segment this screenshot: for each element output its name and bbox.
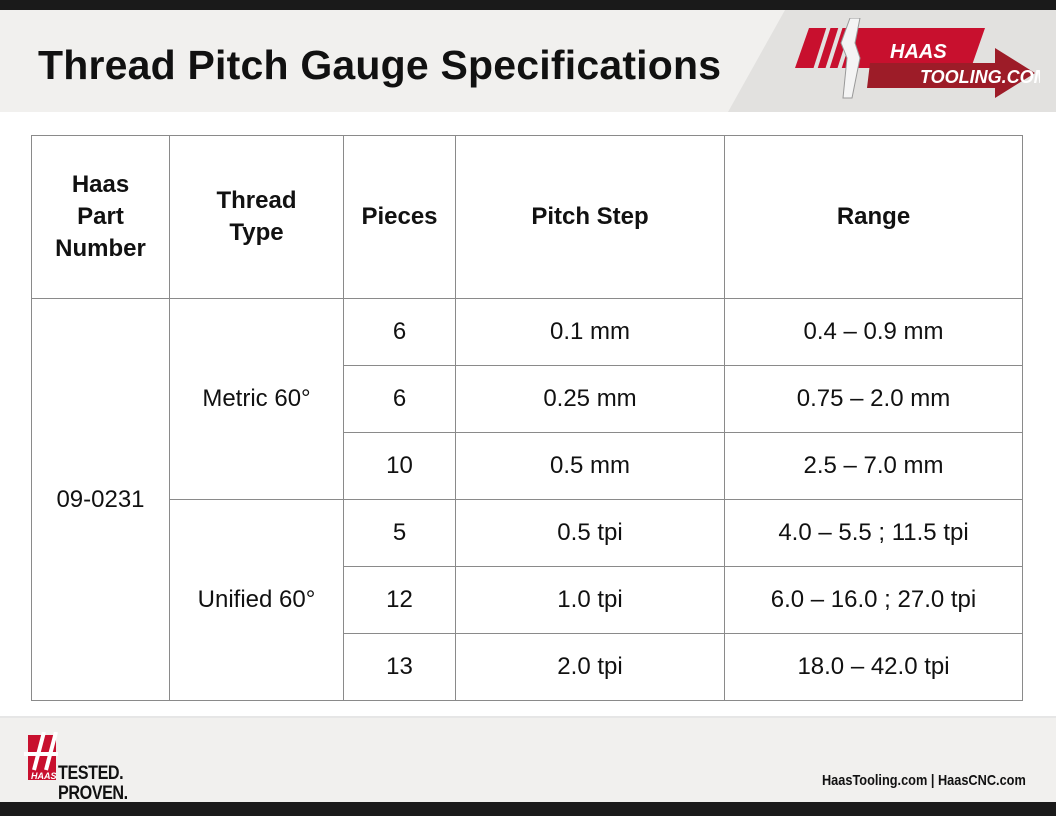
svg-text:HAAS: HAAS [31, 771, 57, 781]
pitch-step-cell: 0.1 mm [455, 298, 725, 366]
footer: HAAS TESTED. PROVEN. HaasTooling.com | H… [0, 716, 1056, 804]
table-row: 6 0.25 mm 0.75 – 2.0 mm [32, 365, 1023, 433]
pieces-cell: 13 [343, 633, 456, 701]
table-row: 12 1.0 tpi 6.0 – 16.0 ; 27.0 tpi [32, 566, 1023, 634]
range-cell: 18.0 – 42.0 tpi [724, 633, 1023, 701]
haas-tooling-logo: HAAS TOOLING.COM [795, 18, 1040, 99]
slogan-line: TESTED. [58, 763, 124, 784]
haas-logo: HAAS [24, 732, 58, 781]
top-bar [0, 0, 1056, 10]
range-cell: 0.75 – 2.0 mm [724, 365, 1023, 433]
column-header: Thread Type [169, 135, 344, 299]
range-cell: 4.0 – 5.5 ; 11.5 tpi [724, 499, 1023, 567]
table-header-row: Haas Part Number Thread Type Pieces Pitc… [31, 135, 1023, 299]
table-row: 13 2.0 tpi 18.0 – 42.0 tpi [32, 633, 1023, 701]
pieces-cell: 6 [343, 365, 456, 433]
svg-text:TOOLING.COM: TOOLING.COM [920, 67, 1040, 87]
pitch-step-cell: 0.5 mm [455, 432, 725, 500]
pitch-step-cell: 0.5 tpi [455, 499, 725, 567]
part-number-cell: 09-0231 [31, 298, 170, 701]
column-header: Haas Part Number [31, 135, 170, 299]
page-title: Thread Pitch Gauge Specifications [38, 42, 722, 88]
pitch-step-cell: 0.25 mm [455, 365, 725, 433]
bottom-bar [0, 802, 1056, 816]
slogan-line: PROVEN. [58, 783, 128, 804]
pieces-cell: 5 [343, 499, 456, 567]
range-cell: 0.4 – 0.9 mm [724, 298, 1023, 366]
pieces-cell: 6 [343, 298, 456, 366]
range-cell: 2.5 – 7.0 mm [724, 432, 1023, 500]
column-header: Pitch Step [455, 135, 725, 299]
column-header: Pieces [343, 135, 456, 299]
footer-links: HaasTooling.com | HaasCNC.com [822, 772, 1026, 789]
thread-type-cell: Metric 60° [169, 298, 344, 500]
pieces-cell: 10 [343, 432, 456, 500]
pieces-cell: 12 [343, 566, 456, 634]
thread-type-cell: Unified 60° [169, 499, 344, 701]
range-cell: 6.0 – 16.0 ; 27.0 tpi [724, 566, 1023, 634]
table-row: Unified 60° 5 0.5 tpi 4.0 – 5.5 ; 11.5 t… [32, 499, 1023, 701]
pitch-step-cell: 2.0 tpi [455, 633, 725, 701]
table-row: 09-0231 Metric 60° 6 0.1 mm 0.4 – 0.9 mm [31, 298, 1023, 701]
pitch-step-cell: 1.0 tpi [455, 566, 725, 634]
slogan: TESTED. PROVEN. [58, 764, 128, 804]
spec-table: Haas Part Number Thread Type Pieces Pitc… [31, 135, 1023, 701]
svg-text:HAAS: HAAS [890, 41, 947, 63]
column-header: Range [724, 135, 1023, 299]
